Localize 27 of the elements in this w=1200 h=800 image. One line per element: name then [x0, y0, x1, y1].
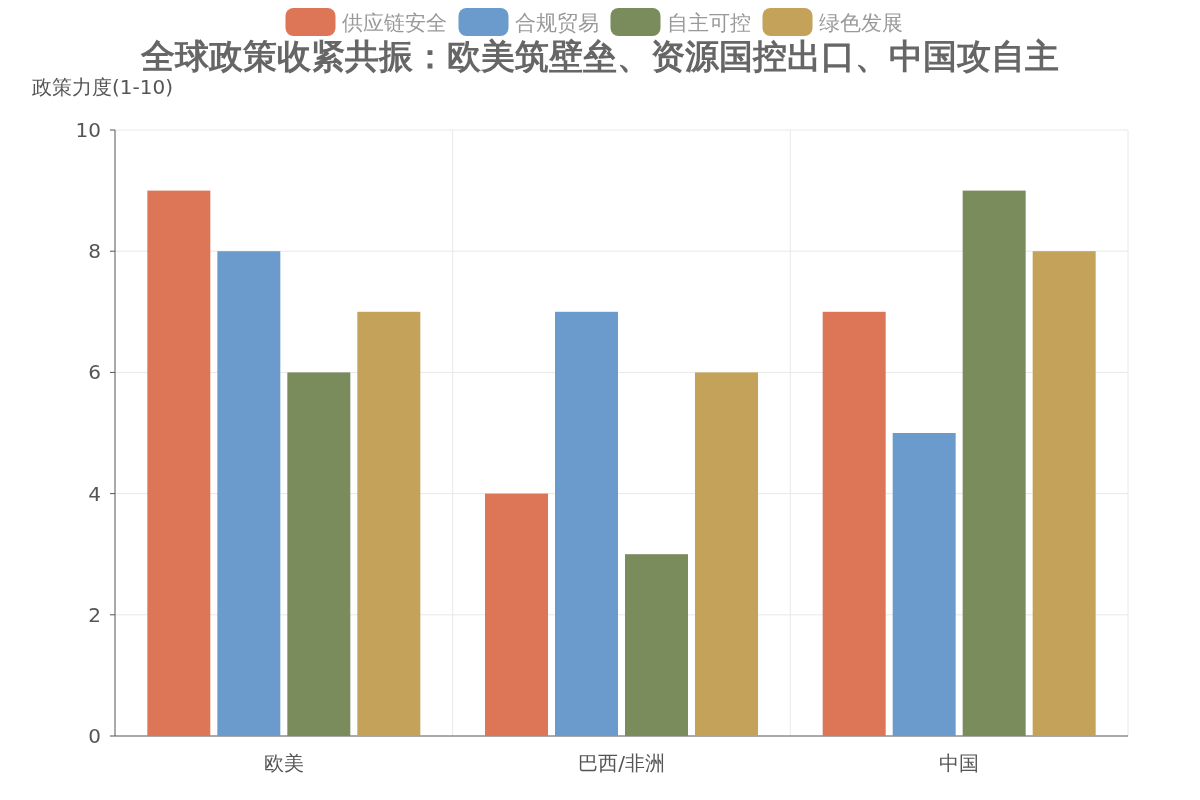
bar	[147, 190, 211, 736]
chart-title: 全球政策收紧共振：欧美筑壁垒、资源国控出口、中国攻自主	[140, 36, 1059, 76]
y-tick-label: 8	[88, 239, 101, 264]
bar	[625, 554, 688, 736]
bar	[217, 251, 281, 736]
y-tick-label: 2	[88, 602, 101, 627]
bar	[822, 311, 886, 736]
legend-label: 自主可控	[666, 11, 751, 35]
bar	[962, 190, 1026, 736]
legend-label: 合规贸易	[514, 11, 599, 35]
y-tick-label: 6	[88, 360, 101, 385]
bar	[485, 493, 548, 736]
y-tick-label: 4	[88, 481, 101, 506]
bar	[892, 433, 956, 736]
bar	[555, 311, 618, 736]
bar	[287, 372, 351, 736]
legend-label: 供应链安全	[341, 11, 447, 35]
x-tick-label: 中国	[939, 751, 980, 775]
y-tick-label: 0	[88, 724, 101, 748]
bar	[1032, 251, 1096, 736]
bar	[357, 311, 421, 736]
x-tick-label: 欧美	[263, 751, 304, 775]
y-tick-label: 10	[75, 118, 101, 142]
bar	[695, 372, 758, 736]
y-axis-title: 政策力度(1-10)	[32, 75, 173, 99]
legend-label: 绿色发展	[818, 11, 903, 35]
x-tick-label: 巴西/非洲	[578, 751, 665, 775]
